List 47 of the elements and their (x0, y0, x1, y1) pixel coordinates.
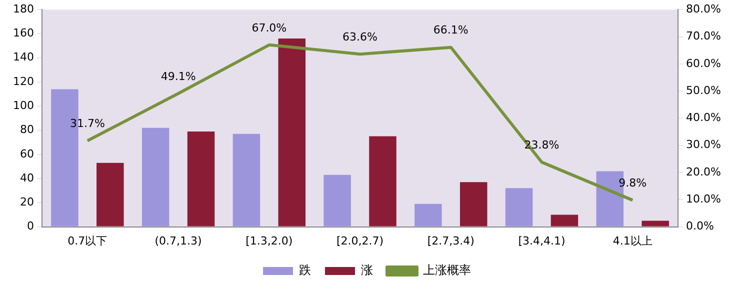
bar (642, 220, 669, 226)
y-tick-label: 80 (20, 123, 34, 136)
legend-label: 涨 (361, 263, 373, 278)
y2-tick-label: 20.0% (686, 165, 722, 178)
y2-tick-label: 40.0% (686, 111, 722, 124)
y-tick-label: 20 (20, 196, 34, 209)
bar (187, 131, 215, 226)
y2-tick-label: 50.0% (686, 84, 722, 97)
y-tick-label: 100 (12, 98, 34, 112)
y-tick-label: 140 (12, 50, 34, 64)
data-label: 31.7% (70, 117, 105, 130)
y-tick-label: 160 (12, 26, 34, 40)
data-label: 63.6% (342, 30, 378, 44)
y2-tick-label: 60.0% (686, 56, 722, 70)
x-tick-label: 0.7以下 (68, 234, 108, 248)
data-label: 67.0% (252, 21, 287, 34)
y2-tick-label: 80.0% (686, 2, 722, 16)
y-tick-label: 180 (12, 2, 34, 16)
x-tick-label: [3.4,4.1) (518, 234, 566, 248)
data-label: 49.1% (160, 70, 196, 83)
legend-label: 上涨概率 (423, 263, 471, 278)
y2-tick-label: 10.0% (686, 192, 722, 206)
x-tick-label: [2.0,2.7) (336, 234, 384, 248)
x-tick-label: (0.7,1.3) (154, 234, 202, 248)
data-label: 66.1% (433, 24, 468, 37)
bar (324, 174, 351, 226)
x-tick-label: [2.7,3.4) (427, 234, 474, 248)
bar (550, 214, 578, 226)
bar (414, 204, 442, 226)
y-tick-label: 40 (20, 171, 34, 184)
y-tick-label: 120 (12, 74, 34, 88)
data-label: 9.8% (618, 176, 647, 190)
x-tick-label: [1.3,2.0) (246, 234, 293, 248)
bar (278, 38, 306, 226)
y2-tick-label: 30.0% (686, 138, 722, 152)
x-tick-label: 4.1以上 (612, 234, 652, 248)
bar (232, 134, 260, 226)
y-tick-label: 60 (20, 147, 34, 160)
bar (142, 128, 170, 226)
y2-tick-label: 0.0% (686, 220, 714, 233)
y-tick-label: 0 (26, 220, 34, 233)
bar (96, 162, 124, 226)
bar (505, 188, 533, 226)
legend-label: 跌 (299, 263, 311, 278)
bar (369, 136, 396, 226)
y2-tick-label: 70.0% (686, 30, 722, 43)
bar (460, 182, 488, 226)
